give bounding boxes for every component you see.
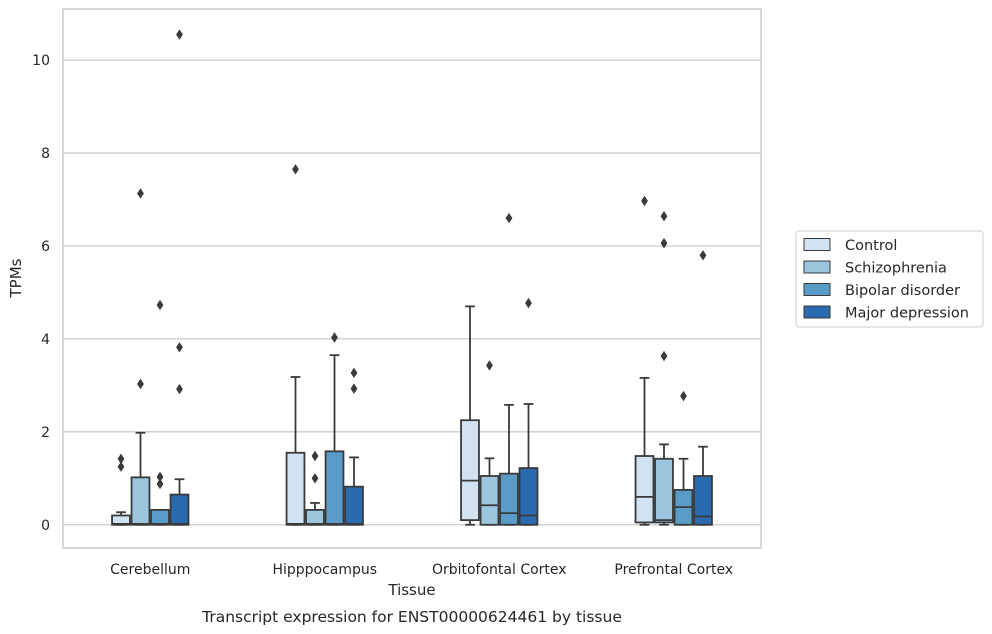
box-plot — [693, 250, 713, 526]
outlier-point — [660, 350, 668, 362]
legend: Control Schizophrenia Bipolar disorder Majo… — [795, 230, 984, 328]
legend-label: Major depression — [845, 306, 969, 322]
box — [634, 455, 655, 524]
outlier-point — [660, 211, 668, 222]
outlier-point — [176, 342, 183, 353]
y-tick-label: 4 — [41, 332, 50, 348]
x-tick-label: Cerebellum — [110, 562, 190, 578]
box — [479, 475, 500, 526]
outlier-point — [117, 461, 125, 472]
box — [324, 450, 345, 526]
box — [693, 475, 713, 526]
outlier-point — [486, 360, 493, 371]
y-tick-label: 6 — [41, 239, 50, 255]
legend-label: Bipolar disorder — [845, 283, 960, 299]
outlier-point — [292, 164, 299, 175]
outlier-point — [525, 297, 532, 309]
legend-swatch — [803, 260, 831, 274]
outlier-point — [156, 478, 164, 490]
figure-caption: Transcript expression for ENST0000062446… — [201, 608, 622, 626]
box-plot — [285, 164, 306, 526]
x-axis-label: Tissue — [387, 581, 435, 599]
outlier-point — [137, 188, 144, 199]
legend-item: Major depression — [803, 305, 969, 322]
box — [518, 467, 539, 526]
outlier-point — [641, 195, 648, 207]
outlier-point — [660, 237, 668, 249]
box — [169, 493, 190, 526]
box-plot — [324, 332, 345, 526]
y-axis-label: TPMs — [7, 258, 25, 298]
box — [285, 451, 306, 526]
box-plot — [130, 188, 151, 526]
box-plot — [460, 305, 480, 526]
box — [150, 508, 170, 526]
x-tick-label: Hipppocampus — [272, 562, 377, 578]
box — [654, 457, 674, 524]
y-tick-label: 8 — [41, 146, 50, 162]
legend-swatch — [803, 305, 831, 319]
box-plot — [673, 390, 694, 526]
y-tick-label: 2 — [41, 425, 50, 441]
box-plot — [169, 29, 190, 526]
box — [499, 472, 519, 526]
outlier-point — [156, 471, 164, 483]
grid-lines — [63, 59, 761, 526]
box — [111, 514, 131, 526]
outlier-point — [350, 383, 358, 394]
x-tick-label: Orbitofontal Cortex — [432, 562, 567, 578]
legend-frame — [795, 230, 984, 328]
box-plot — [654, 211, 674, 526]
outlier-point — [505, 212, 513, 224]
legend-label: Schizophrenia — [845, 261, 947, 277]
outlier-point — [699, 250, 707, 261]
y-tick-label: 0 — [41, 518, 50, 534]
outlier-point — [311, 473, 319, 484]
outlier-point — [350, 367, 358, 379]
box-plot — [479, 360, 500, 526]
box — [344, 485, 364, 526]
plot-frame — [62, 8, 762, 549]
legend-label: Control — [845, 238, 897, 254]
y-tick-labels: 0 2 4 6 8 10 — [32, 53, 50, 534]
outlier-point — [680, 390, 687, 402]
y-tick-label: 10 — [32, 53, 50, 69]
x-tick-labels: Cerebellum Hipppocampus Orbitofontal Corte… — [110, 562, 733, 578]
outlier-point — [176, 29, 183, 40]
legend-item: Bipolar disorder — [803, 283, 960, 299]
box — [305, 508, 325, 526]
box-plot — [305, 450, 325, 526]
box — [130, 476, 151, 526]
box-plot — [111, 453, 131, 526]
box-plot — [518, 297, 539, 526]
box — [460, 419, 480, 522]
outlier-point — [137, 378, 144, 390]
outlier-point — [176, 383, 183, 395]
box-plot — [344, 367, 364, 526]
box-plot — [499, 212, 519, 526]
outlier-point — [117, 453, 125, 464]
legend-item: Schizophrenia — [803, 260, 947, 277]
legend-swatch — [803, 283, 831, 296]
box-plot — [150, 299, 170, 526]
outlier-point — [311, 450, 319, 462]
legend-swatch — [803, 238, 831, 251]
box-plot — [634, 195, 655, 526]
legend-item: Control — [803, 238, 897, 254]
outlier-point — [331, 332, 338, 343]
box-plots — [111, 29, 713, 526]
outlier-point — [156, 299, 164, 311]
x-tick-label: Prefrontal Cortex — [614, 562, 733, 578]
